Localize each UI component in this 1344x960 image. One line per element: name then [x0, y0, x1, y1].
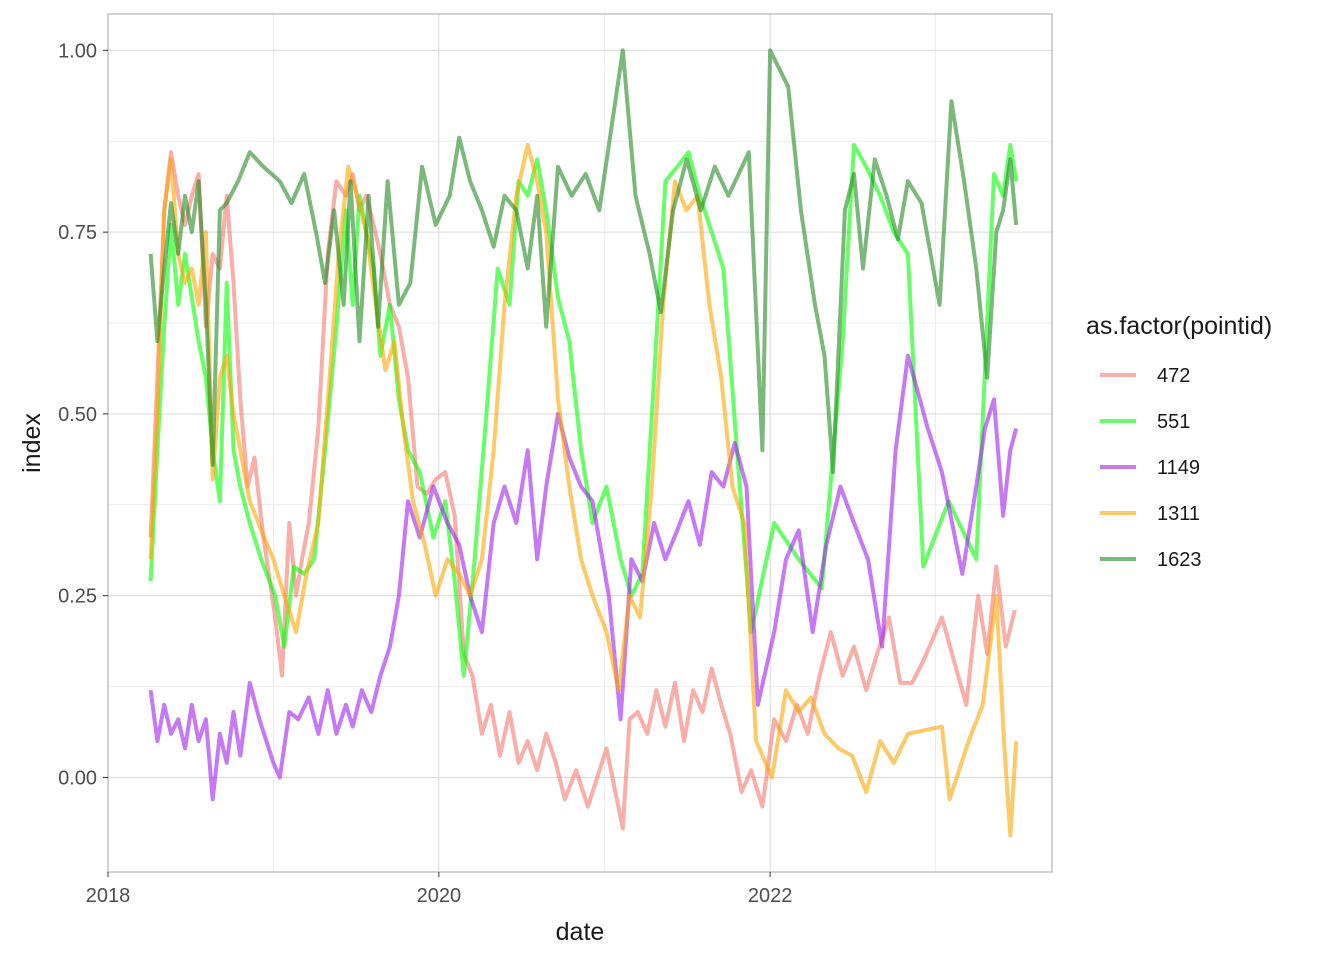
y-tick-label: 0.50: [58, 404, 97, 426]
series-line-1149: [148, 353, 1019, 802]
x-tick-label: 2020: [417, 885, 462, 907]
legend-label-472: 472: [1157, 365, 1190, 387]
series-line-472: [148, 150, 1017, 831]
x-tick-label: 2022: [748, 885, 793, 907]
legend: as.factor(pointid) 472 551 1149 1311 1623: [1086, 312, 1272, 571]
panel-border: [107, 13, 1053, 873]
legend-label-1149: 1149: [1157, 457, 1200, 479]
legend-label-1623: 1623: [1157, 549, 1202, 571]
y-tick-label: 1.00: [58, 40, 97, 62]
y-tick-label: 0.75: [58, 222, 97, 244]
x-tick-label: 2018: [86, 885, 131, 907]
y-tick-labels: 0.00 0.25 0.50 0.75 1.00: [58, 40, 108, 789]
legend-items: 472 551 1149 1311 1623: [1100, 365, 1202, 571]
series-layer: [148, 48, 1019, 838]
legend-label-1311: 1311: [1157, 503, 1200, 525]
legend-title: as.factor(pointid): [1086, 312, 1272, 340]
grid-minor: [108, 14, 1052, 872]
y-tick-label: 0.00: [58, 767, 97, 789]
y-tick-label: 0.25: [58, 586, 97, 608]
x-axis-title: date: [556, 918, 605, 946]
series-line-1311: [148, 142, 1019, 838]
x-tick-labels: 2018 2020 2022: [86, 872, 793, 907]
y-axis-title: index: [18, 413, 46, 473]
series-line-1623: [148, 48, 1019, 475]
legend-label-551: 551: [1157, 411, 1190, 433]
